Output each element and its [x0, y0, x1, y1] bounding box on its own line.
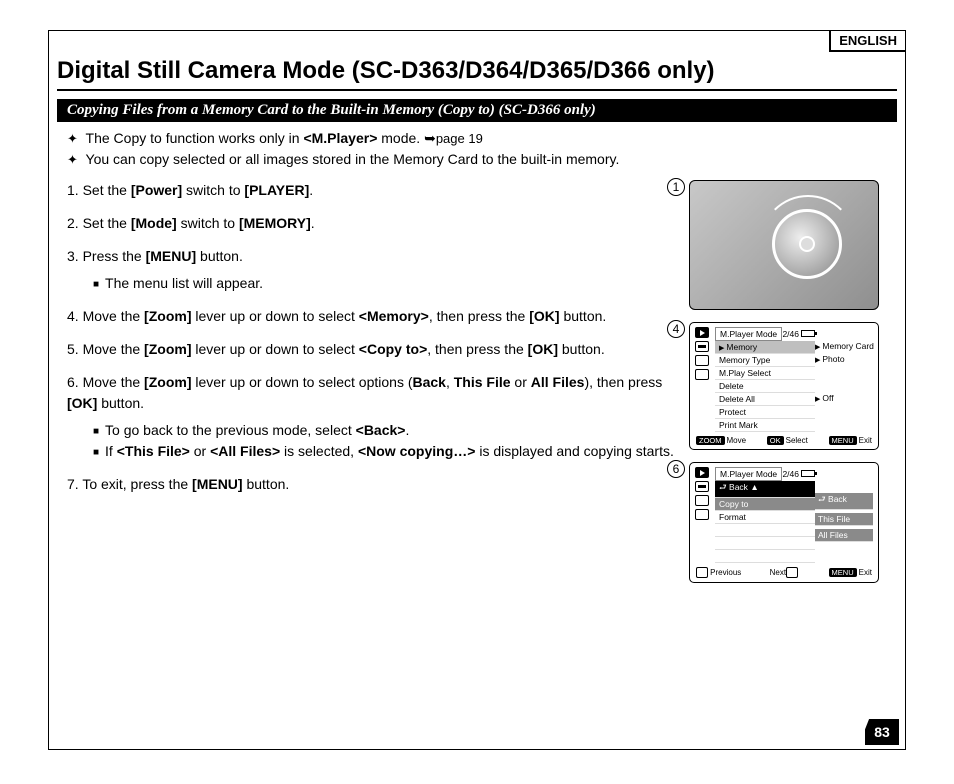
- menu-item: Delete All: [715, 393, 815, 406]
- triangle-icon: ▶: [719, 345, 724, 352]
- intro-block: ✦ The Copy to function works only in <M.…: [67, 128, 887, 170]
- page-title: Digital Still Camera Mode (SC-D363/D364/…: [57, 31, 897, 91]
- screen-footer: ZOOMMove OKSelect MENUExit: [690, 432, 878, 447]
- menu-item: Delete: [715, 380, 815, 393]
- content-columns: 1. Set the [Power] switch to [PLAYER]. 2…: [67, 180, 897, 595]
- screen-header: M.Player Mode: [715, 327, 782, 341]
- play-icon: [695, 467, 709, 478]
- step-6-sub: ■To go back to the previous mode, select…: [67, 420, 681, 462]
- submenu-item: This File: [815, 513, 873, 526]
- triangle-icon: ▶: [815, 344, 820, 351]
- menu-screen-4: M.Player Mode 2/46 ▶Memory Memory Type M…: [689, 322, 879, 450]
- icon-column: [695, 327, 711, 432]
- figures-column: 1 4: [689, 180, 897, 595]
- submenu-item: ⮐ Back: [815, 493, 873, 510]
- camera-icon: [695, 495, 709, 506]
- submenu-item: All Files: [815, 529, 873, 542]
- menu-key-icon: MENU: [829, 436, 857, 445]
- menu-item: Protect: [715, 406, 815, 419]
- triangle-icon: ▶: [815, 396, 820, 403]
- manual-page: ENGLISH Digital Still Camera Mode (SC-D3…: [48, 30, 906, 750]
- figure-number-6: 6: [667, 460, 685, 478]
- figure-number-4: 4: [667, 320, 685, 338]
- section-subtitle: Copying Files from a Memory Card to the …: [57, 99, 897, 122]
- diamond-bullet-icon: ✦: [67, 131, 78, 146]
- step-4: 4. Move the [Zoom] lever up or down to s…: [67, 306, 681, 327]
- menu-item: Format: [715, 511, 815, 524]
- menu-item: [715, 524, 815, 537]
- page-number: 83: [865, 719, 899, 745]
- return-icon: ⮐: [818, 494, 826, 504]
- screen-header: M.Player Mode: [715, 467, 782, 481]
- steps-list: 1. Set the [Power] switch to [PLAYER]. 2…: [67, 180, 681, 595]
- play-icon: [695, 327, 709, 338]
- intro-line-2: ✦ You can copy selected or all images st…: [67, 149, 887, 170]
- menu-item: Memory Type: [715, 354, 815, 367]
- camera-illustration: [689, 180, 879, 310]
- square-bullet-icon: ■: [93, 279, 99, 290]
- arrow-icon: ➥: [424, 130, 436, 146]
- step-5: 5. Move the [Zoom] lever up or down to s…: [67, 339, 681, 360]
- settings-icon: [695, 369, 709, 380]
- triangle-icon: ▶: [815, 357, 820, 364]
- figure-6: 6 M.Player Mode 2/46: [689, 462, 897, 583]
- figure-number-1: 1: [667, 178, 685, 196]
- square-bullet-icon: ■: [93, 447, 99, 458]
- next-key-icon: [786, 567, 798, 578]
- icon-column: [695, 467, 711, 563]
- camera-icon: [695, 355, 709, 366]
- battery-icon: [801, 330, 815, 337]
- language-tag: ENGLISH: [829, 31, 905, 52]
- up-arrow-icon: ▲: [750, 482, 758, 492]
- tape-icon: [695, 481, 709, 492]
- step-7: 7. To exit, press the [MENU] button.: [67, 474, 681, 495]
- step-2: 2. Set the [Mode] switch to [MEMORY].: [67, 213, 681, 234]
- step-3: 3. Press the [MENU] button.: [67, 246, 681, 267]
- figure-4: 4 M.Player Mode 2/46: [689, 322, 897, 450]
- step-3-sub: ■The menu list will appear.: [67, 273, 681, 294]
- screen-footer: Previous Next MENUExit: [690, 563, 878, 580]
- back-row: ⮐ Back ▲: [715, 481, 815, 498]
- image-counter: 2/46: [782, 469, 815, 479]
- tape-icon: [695, 341, 709, 352]
- battery-icon: [801, 470, 815, 477]
- value-column: ▶Memory Card ▶Photo ▶Off: [815, 327, 873, 432]
- menu-item: [715, 537, 815, 550]
- zoom-key-icon: ZOOM: [696, 436, 725, 445]
- figure-1: 1: [689, 180, 897, 310]
- diamond-bullet-icon: ✦: [67, 152, 78, 167]
- menu-item: Print Mark: [715, 419, 815, 432]
- return-icon: ⮐: [719, 482, 727, 492]
- menu-key-icon: MENU: [829, 568, 857, 577]
- menu-item: Copy to: [715, 498, 815, 511]
- step-1: 1. Set the [Power] switch to [PLAYER].: [67, 180, 681, 201]
- settings-icon: [695, 509, 709, 520]
- intro-line-1: ✦ The Copy to function works only in <M.…: [67, 128, 887, 149]
- menu-item: M.Play Select: [715, 367, 815, 380]
- step-6: 6. Move the [Zoom] lever up or down to s…: [67, 372, 681, 414]
- square-bullet-icon: ■: [93, 426, 99, 437]
- ok-key-icon: OK: [767, 436, 784, 445]
- menu-item: ▶Memory: [715, 341, 815, 354]
- menu-item: [715, 550, 815, 563]
- image-counter: 2/46: [782, 329, 815, 339]
- mode-dial-icon: [772, 209, 842, 279]
- menu-screen-6: M.Player Mode 2/46 ⮐ Back ▲ Copy to Form…: [689, 462, 879, 583]
- submenu-column: ⮐ Back This File All Files: [815, 467, 873, 563]
- prev-key-icon: [696, 567, 708, 578]
